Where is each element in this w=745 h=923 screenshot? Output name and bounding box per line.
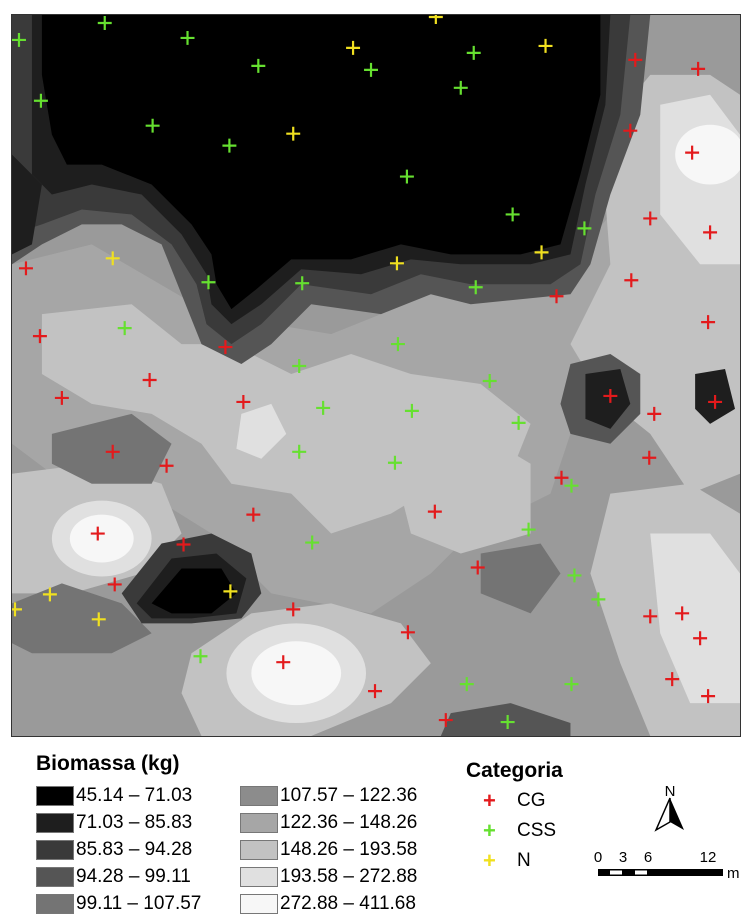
scale-tick-12: 12 bbox=[700, 849, 717, 866]
category-label-n: N bbox=[517, 850, 531, 871]
category-marker-css: + bbox=[483, 818, 496, 843]
legend-class-label-7: 122.36 – 148.26 bbox=[280, 812, 418, 833]
north-label: N bbox=[665, 784, 676, 800]
legend-swatch-1 bbox=[36, 786, 74, 806]
categoria-legend-title: Categoria bbox=[466, 759, 563, 782]
legend-swatch-5 bbox=[36, 894, 74, 914]
legend-class-label-10: 272.88 – 411.68 bbox=[280, 893, 416, 914]
legend-swatch-4 bbox=[36, 867, 74, 887]
legend-class-label-6: 107.57 – 122.36 bbox=[280, 785, 418, 806]
legend-swatch-10 bbox=[240, 894, 278, 914]
scale-tick-3: 3 bbox=[619, 849, 627, 866]
category-label-css: CSS bbox=[517, 820, 557, 841]
north-arrow-icon: N bbox=[654, 784, 684, 832]
legend-class-label-1: 45.14 – 71.03 bbox=[76, 785, 193, 806]
category-marker-cg: + bbox=[483, 788, 496, 813]
biomass-map bbox=[12, 15, 740, 736]
biomass-legend-title: Biomassa (kg) bbox=[36, 752, 180, 775]
legend-swatch-2 bbox=[36, 813, 74, 833]
legend-swatch-8 bbox=[240, 840, 278, 860]
legend-class-label-9: 193.58 – 272.88 bbox=[280, 866, 418, 887]
legend-class-label-4: 94.28 – 99.11 bbox=[76, 866, 191, 887]
legend-swatch-9 bbox=[240, 867, 278, 887]
legend-class-label-5: 99.11 – 107.57 bbox=[76, 893, 202, 914]
scale-unit: m bbox=[727, 865, 740, 882]
legend-class-label-2: 71.03 – 85.83 bbox=[76, 812, 193, 833]
scale-tick-6: 6 bbox=[644, 849, 652, 866]
category-marker-n: + bbox=[483, 848, 496, 873]
scale-tick-0: 0 bbox=[594, 849, 602, 866]
legend-class-label-3: 85.83 – 94.28 bbox=[76, 839, 193, 860]
legend-class-label-8: 148.26 – 193.58 bbox=[280, 839, 418, 860]
scale-bar: 0 3 6 12 m bbox=[594, 849, 740, 882]
legend-swatch-6 bbox=[240, 786, 278, 806]
map-frame bbox=[11, 14, 741, 737]
legend-swatch-7 bbox=[240, 813, 278, 833]
category-label-cg: CG bbox=[517, 790, 546, 811]
legend-swatch-3 bbox=[36, 840, 74, 860]
